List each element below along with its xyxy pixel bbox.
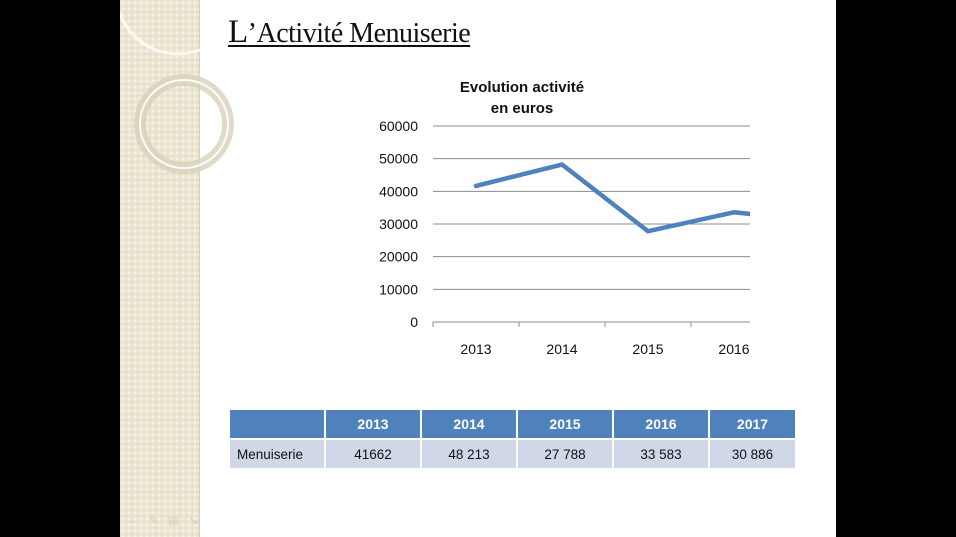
slide-title: L’Activité Menuiserie <box>228 14 471 51</box>
table-header-cell <box>230 410 326 440</box>
x-tick-label: 2015 <box>632 341 663 357</box>
table-header-cell: 2015 <box>517 410 614 440</box>
series-line <box>473 162 750 234</box>
forward-arrow-icon[interactable]: ↘ <box>188 515 198 527</box>
slideshow-controls: ← ✎ ▤ ↘ <box>128 514 198 527</box>
x-tick-label: 2016 <box>718 341 749 357</box>
menu-icon[interactable]: ▤ <box>168 515 179 527</box>
chart-title-line-2: en euros <box>491 100 554 117</box>
table-header-row: 2013 2014 2015 2016 2017 <box>230 410 795 440</box>
x-tick-label: 2014 <box>546 341 577 357</box>
data-point <box>473 183 479 189</box>
y-tick-label: 50000 <box>379 151 418 167</box>
table-cell: 41662 <box>325 439 422 468</box>
table-cell: 48 213 <box>421 439 518 468</box>
table-header-cell: 2017 <box>709 410 795 440</box>
y-tick-label: 10000 <box>379 281 418 297</box>
table-cell: 27 788 <box>517 439 614 468</box>
data-point <box>559 162 565 167</box>
table-row-label: Menuiserie <box>230 439 326 468</box>
table-row: Menuiserie 41662 48 213 27 788 33 583 30… <box>230 439 795 468</box>
data-point <box>731 210 737 215</box>
slide-title-initial: L <box>228 14 248 50</box>
table-cell: 30 886 <box>709 439 795 468</box>
y-tick-label: 60000 <box>379 118 418 134</box>
y-tick-label: 0 <box>410 314 418 330</box>
x-tick-label: 2013 <box>460 341 491 357</box>
table-header-cell: 2013 <box>325 410 422 440</box>
y-tick-label: 20000 <box>379 249 418 265</box>
data-table: 2013 2014 2015 2016 2017 Menuiserie 4166… <box>230 410 795 468</box>
y-tick-label: 30000 <box>379 216 418 232</box>
slide: L’Activité Menuiserie Evolution activité… <box>120 0 836 537</box>
back-arrow-icon[interactable]: ← <box>128 514 139 526</box>
line-chart: Evolution activité en euros 0 10000 20000 3… <box>379 79 750 357</box>
chart-title-line-1: Evolution activité <box>460 79 584 96</box>
y-tick-label: 40000 <box>379 183 418 199</box>
pen-icon[interactable]: ✎ <box>149 515 159 527</box>
table-header-cell: 2014 <box>421 410 518 440</box>
table-cell: 33 583 <box>613 439 710 468</box>
data-point <box>645 229 651 234</box>
slide-title-rest: ’Activité Menuiserie <box>247 18 471 49</box>
table-header-cell: 2016 <box>613 410 710 440</box>
decorative-circles <box>120 0 240 174</box>
